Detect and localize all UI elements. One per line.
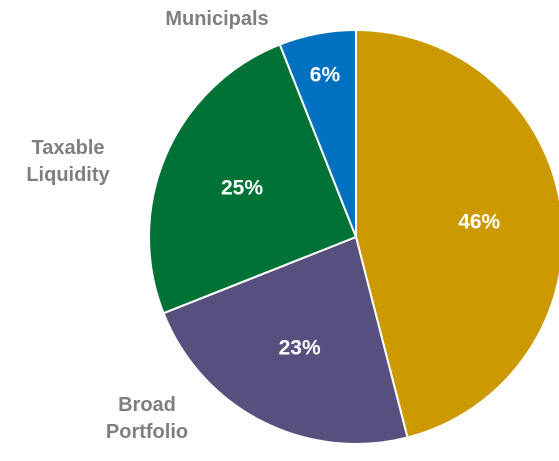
slice-category-label-line: Broad — [118, 394, 176, 416]
slice-value-label-3: 6% — [310, 63, 341, 86]
slice-category-label-line: Liquidity — [26, 164, 110, 186]
pie-slice-1 — [162, 235, 409, 445]
pie-slice-0 — [355, 28, 559, 439]
slice-category-label-1: Broad Portfolio — [106, 394, 188, 443]
slice-value-label-2: 25% — [221, 177, 263, 200]
slice-category-label-3: Municipals — [165, 8, 268, 30]
slice-category-label-line: Municipals — [165, 8, 268, 30]
slice-category-label-2: Taxable Liquidity — [26, 137, 110, 186]
category-labels-layer: Broad Portfolio Taxable Liquidity Municipals — [26, 8, 268, 443]
value-labels-layer: 46% 23% 25% 6% — [221, 63, 501, 359]
slice-value-label-1: 23% — [279, 337, 321, 360]
slice-value-label-0: 46% — [458, 210, 500, 233]
pie-slice-2 — [148, 43, 358, 315]
slice-category-label-line: Portfolio — [106, 421, 188, 443]
slices-layer — [148, 28, 559, 445]
slice-category-label-line: Taxable — [32, 137, 105, 159]
pie-slice-3 — [278, 28, 357, 238]
